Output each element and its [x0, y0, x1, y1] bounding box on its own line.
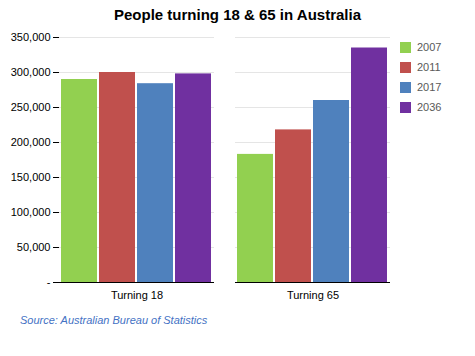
svg-text:350,000: 350,000 — [11, 31, 51, 43]
svg-text:-: - — [47, 276, 51, 288]
svg-text:100,000: 100,000 — [11, 206, 51, 218]
html-text:2007: 2007 — [417, 41, 442, 53]
html-text:People turning 18 & 65 in Aust: People turning 18 & 65 in Australia — [114, 6, 361, 23]
svg-text:300,000: 300,000 — [11, 66, 51, 78]
html-text:2036: 2036 — [417, 101, 442, 113]
svg-text:50,000: 50,000 — [17, 241, 51, 253]
svg-text:Turning 18: Turning 18 — [111, 289, 163, 301]
html-text:Source: Australian Bureau of S: Source: Australian Bureau of Statistics — [20, 314, 208, 326]
svg-text:200,000: 200,000 — [11, 136, 51, 148]
html-text:2017: 2017 — [417, 81, 442, 93]
svg-text:Turning 65: Turning 65 — [287, 289, 339, 301]
html-text:2011: 2011 — [417, 61, 441, 73]
svg-text:150,000: 150,000 — [11, 171, 51, 183]
svg-text:250,000: 250,000 — [11, 101, 51, 113]
